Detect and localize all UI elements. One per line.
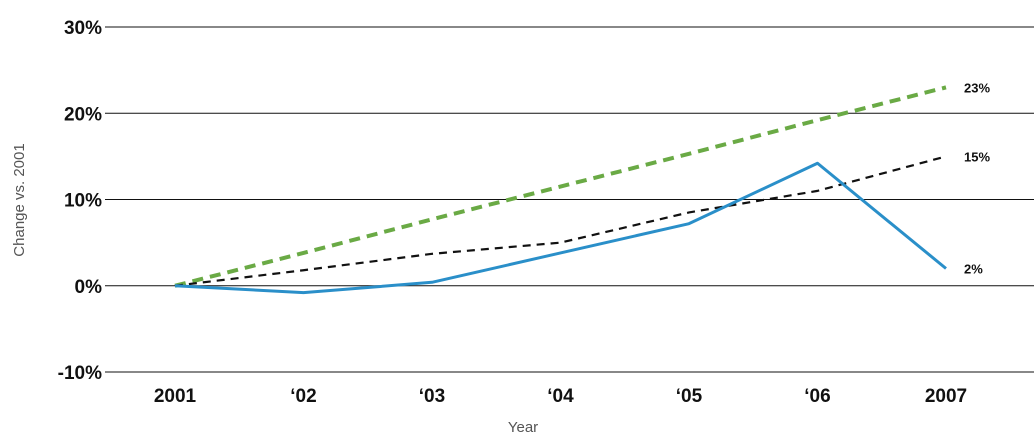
x-tick-label: 2001 xyxy=(154,386,197,407)
grid-layer xyxy=(105,26,1034,373)
x-tick-label: ‘04 xyxy=(547,386,574,407)
series-end-label: 23% xyxy=(964,80,990,95)
series-line xyxy=(174,161,947,295)
x-axis-title: Year xyxy=(508,419,538,435)
x-tick-label: ‘03 xyxy=(419,386,445,407)
series-end-label: 15% xyxy=(964,149,990,164)
series-layer xyxy=(174,85,947,295)
y-axis-ticks: -10% 0% 10% 20% 30% xyxy=(58,18,102,384)
y-axis-title: Change vs. 2001 xyxy=(11,143,28,256)
x-tick-label: ‘06 xyxy=(804,386,830,407)
x-tick-label: 2007 xyxy=(925,386,967,407)
x-axis-ticks: 2001 ‘02 ‘03 ‘04 ‘05 ‘06 2007 xyxy=(154,386,967,407)
x-tick-label: ‘02 xyxy=(290,386,316,407)
x-tick-label: ‘05 xyxy=(676,386,703,407)
series-end-label: 2% xyxy=(964,262,983,277)
end-labels: 23% 15% 2% xyxy=(964,80,990,276)
series-line xyxy=(174,155,947,287)
y-tick-label: 20% xyxy=(64,104,102,125)
y-tick-label: 0% xyxy=(75,277,103,298)
y-tick-label: -10% xyxy=(58,363,102,384)
y-tick-label: 30% xyxy=(64,18,102,39)
y-tick-label: 10% xyxy=(64,191,102,212)
series-line xyxy=(174,85,947,288)
